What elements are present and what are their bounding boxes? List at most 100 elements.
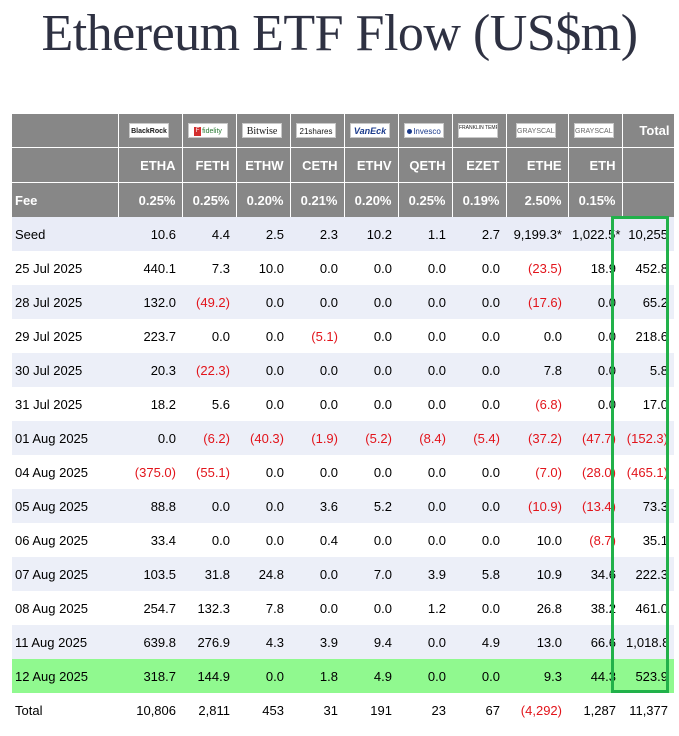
flow-value-cell: 0.0 (236, 353, 290, 387)
flow-value-cell: 0.0 (236, 387, 290, 421)
flow-value-cell: 0.0 (290, 591, 344, 625)
fee-cell: 0.21% (290, 182, 345, 217)
row-total-cell: (152.3) (622, 421, 674, 455)
flow-value-cell: 4.9 (452, 625, 506, 659)
flow-value-cell: 4.9 (344, 659, 398, 693)
flow-value-cell: 0.0 (344, 319, 398, 353)
fee-total-blank (622, 182, 675, 217)
header-corner-cell (12, 114, 119, 148)
flow-value-cell: 0.0 (344, 455, 398, 489)
flow-value-cell: 0.0 (452, 251, 506, 285)
issuer-logo-cell: FRANKLIN TEMPLETON (452, 114, 507, 148)
row-date-label: 31 Jul 2025 (12, 387, 118, 421)
flow-value-cell: (47.7) (568, 421, 622, 455)
row-total-cell: 17.0 (622, 387, 674, 421)
data-row: 01 Aug 2025 0.0 (6.2) (40.3) (1.9) (5.2) (8.4)… (12, 421, 674, 455)
flow-value-cell: (23.5) (506, 251, 568, 285)
flow-value-cell: 4.4 (182, 217, 236, 251)
flow-value-cell: (10.9) (506, 489, 568, 523)
issuer-logo-twentyone: 21shares (296, 123, 336, 138)
ticker-cell: EZET (452, 147, 507, 183)
flow-value-cell: 254.7 (118, 591, 182, 625)
flow-value-cell: 0.0 (398, 353, 452, 387)
row-date-label: 06 Aug 2025 (12, 523, 118, 557)
ticker-label-cell (12, 147, 119, 183)
flow-value-cell: 0.0 (452, 591, 506, 625)
row-total-cell: 523.9 (622, 659, 674, 693)
flow-value-cell: 132.3 (182, 591, 236, 625)
flow-value-cell: (22.3) (182, 353, 236, 387)
flow-value-cell: (7.0) (506, 455, 568, 489)
fee-cell: 0.25% (118, 182, 183, 217)
flow-value-cell: (375.0) (118, 455, 182, 489)
row-date-label: 11 Aug 2025 (12, 625, 118, 659)
flow-value-cell: 0.0 (344, 285, 398, 319)
flow-value-cell: 0.0 (398, 523, 452, 557)
flow-value-cell: (49.2) (182, 285, 236, 319)
ticker-cell: ETHW (236, 147, 291, 183)
flow-value-cell: 0.0 (506, 319, 568, 353)
row-date-label: 29 Jul 2025 (12, 319, 118, 353)
issuer-logo-vaneck: VanEck (350, 123, 390, 138)
total-value-cell: 67 (452, 693, 506, 727)
flow-value-cell: 10.0 (506, 523, 568, 557)
data-row: 29 Jul 2025 223.7 0.0 0.0 (5.1) 0.0 0.0 0.0 0.0 0… (12, 319, 674, 353)
flow-value-cell: (55.1) (182, 455, 236, 489)
flow-value-cell: 0.0 (568, 285, 622, 319)
data-row: 04 Aug 2025 (375.0) (55.1) 0.0 0.0 0.0 0.0 0.0(… (12, 455, 674, 489)
total-value-cell: 10,806 (118, 693, 182, 727)
flow-value-cell: 0.0 (290, 557, 344, 591)
total-column-header: Total (622, 114, 675, 148)
flow-value-cell: 2.5 (236, 217, 290, 251)
fidelity-f-icon: F (194, 126, 202, 136)
data-row: 05 Aug 2025 88.8 0.0 0.0 3.6 5.2 0.0 0.0 (10.9)(… (12, 489, 674, 523)
row-date-label: 25 Jul 2025 (12, 251, 118, 285)
flow-value-cell: 0.0 (344, 251, 398, 285)
fee-cell: 0.25% (398, 182, 453, 217)
issuer-logo-cell: Invesco (398, 114, 453, 148)
flow-value-cell: 9,199.3* (506, 217, 568, 251)
ticker-total-blank (622, 147, 675, 183)
row-total-cell: 452.8 (622, 251, 674, 285)
flow-value-cell: 18.2 (118, 387, 182, 421)
flow-value-cell: 1.2 (398, 591, 452, 625)
flow-value-cell: 0.0 (182, 489, 236, 523)
flow-value-cell: 44.3 (568, 659, 622, 693)
flow-value-cell: 0.0 (452, 387, 506, 421)
flow-value-cell: 0.0 (236, 659, 290, 693)
flow-value-cell: 276.9 (182, 625, 236, 659)
data-row: Seed 10.6 4.4 2.5 2.3 10.2 1.1 2.7 9,199.3* 1,022… (12, 217, 674, 251)
flow-value-cell: 0.0 (398, 319, 452, 353)
flow-value-cell: 144.9 (182, 659, 236, 693)
flow-value-cell: 9.3 (506, 659, 568, 693)
flow-value-cell: 10.9 (506, 557, 568, 591)
flow-value-cell: 318.7 (118, 659, 182, 693)
flow-value-cell: 20.3 (118, 353, 182, 387)
flow-value-cell: 0.0 (290, 455, 344, 489)
flow-value-cell: 0.0 (236, 285, 290, 319)
fee-cell: 2.50% (506, 182, 569, 217)
row-date-label: 28 Jul 2025 (12, 285, 118, 319)
data-row: 08 Aug 2025 254.7 132.3 7.8 0.0 0.0 1.2 0.0 26.8… (12, 591, 674, 625)
flow-value-cell: 31.8 (182, 557, 236, 591)
highlighted-data-row: 12 Aug 2025 318.7 144.9 0.0 1.8 4.9 0.0 0.0 9.3 4… (12, 659, 674, 693)
flow-value-cell: 0.0 (452, 659, 506, 693)
flow-value-cell: 0.0 (236, 489, 290, 523)
flow-value-cell: 440.1 (118, 251, 182, 285)
fee-cell: 0.15% (568, 182, 623, 217)
flow-value-cell: 5.8 (452, 557, 506, 591)
invesco-dot-icon (407, 129, 413, 135)
flow-value-cell: 2.3 (290, 217, 344, 251)
fee-cell: 0.25% (182, 182, 237, 217)
row-total-cell: 35.1 (622, 523, 674, 557)
flow-value-cell: 0.0 (452, 455, 506, 489)
flow-value-cell: 18.9 (568, 251, 622, 285)
issuer-logo-grayscale: GRAYSCALE (516, 123, 556, 138)
fee-cell: 0.19% (452, 182, 507, 217)
flow-value-cell: 33.4 (118, 523, 182, 557)
data-row: 31 Jul 2025 18.2 5.6 0.0 0.0 0.0 0.0 0.0 (6.8) 0.… (12, 387, 674, 421)
row-total-cell: 1,018.8 (622, 625, 674, 659)
row-total-cell: 222.3 (622, 557, 674, 591)
